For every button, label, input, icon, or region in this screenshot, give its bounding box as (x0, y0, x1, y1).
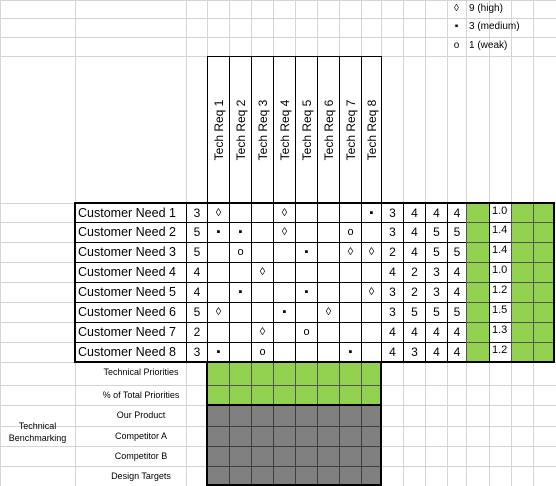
gridline-horizontal (0, 0, 556, 1)
tech-req-header[interactable]: Tech Req 2 (229, 56, 252, 204)
priority-block-outline (206, 361, 382, 406)
tech-req-header[interactable]: Tech Req 6 (317, 56, 340, 204)
benchmark-block-outline (206, 404, 382, 486)
tech-req-label: Tech Req 2 (233, 99, 248, 161)
legend-text: 3 (medium) (469, 21, 520, 32)
tech-req-label: Tech Req 5 (299, 99, 314, 161)
tech-req-header[interactable]: Tech Req 7 (339, 56, 362, 204)
matrix-outline (74, 202, 555, 363)
technical-benchmarking-label: Technical Benchmarking (8, 421, 67, 443)
tech-req-label: Tech Req 7 (343, 99, 358, 161)
customer-need-label[interactable]: Customer Need 5 (75, 282, 187, 303)
tech-req-label: Tech Req 3 (255, 99, 270, 161)
gridline-vertical (0, 0, 1, 486)
gridline-horizontal (0, 18, 556, 19)
tech-req-header[interactable]: Tech Req 3 (251, 56, 274, 204)
gridline-horizontal (0, 37, 556, 38)
weight-cell[interactable]: 1.4 (489, 222, 512, 243)
customer-need-label[interactable]: Customer Need 8 (75, 342, 187, 363)
legend-text: 1 (weak) (469, 40, 508, 51)
tech-req-header[interactable]: Tech Req 8 (361, 56, 382, 204)
pct-total-priorities-label: % of Total Priorities (102, 390, 180, 400)
tech-req-header[interactable]: Tech Req 5 (295, 56, 318, 204)
legend-symbol-icon: ◊ (454, 3, 459, 14)
our-product-label: Our Product (116, 410, 166, 420)
weight-cell[interactable]: 1.5 (489, 302, 512, 323)
technical-priorities-label: Technical Priorities (103, 367, 179, 377)
tech-req-label: Tech Req 6 (321, 99, 336, 161)
design-targets-label: Design Targets (111, 471, 171, 481)
tech-req-label: Tech Req 1 (211, 99, 226, 161)
legend-symbol-icon: o (453, 40, 460, 51)
tech-req-label: Tech Req 4 (277, 99, 292, 161)
customer-need-label[interactable]: Customer Need 6 (75, 302, 187, 323)
competitor-b-label: Competitor B (114, 451, 168, 461)
competitor-a-label: Competitor A (114, 431, 168, 441)
legend-symbol-icon: ▪ (454, 21, 459, 32)
tech-req-label: Tech Req 8 (364, 99, 379, 161)
tech-req-header[interactable]: Tech Req 4 (273, 56, 296, 204)
legend-text: 9 (high) (469, 3, 503, 14)
tech-req-header[interactable]: Tech Req 1 (207, 56, 230, 204)
